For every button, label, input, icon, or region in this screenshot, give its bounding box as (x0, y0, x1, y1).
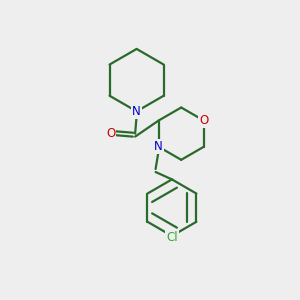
Text: Cl: Cl (166, 231, 178, 244)
Text: O: O (199, 114, 208, 127)
Text: N: N (154, 140, 163, 153)
Text: O: O (106, 127, 116, 140)
Text: N: N (132, 105, 141, 118)
